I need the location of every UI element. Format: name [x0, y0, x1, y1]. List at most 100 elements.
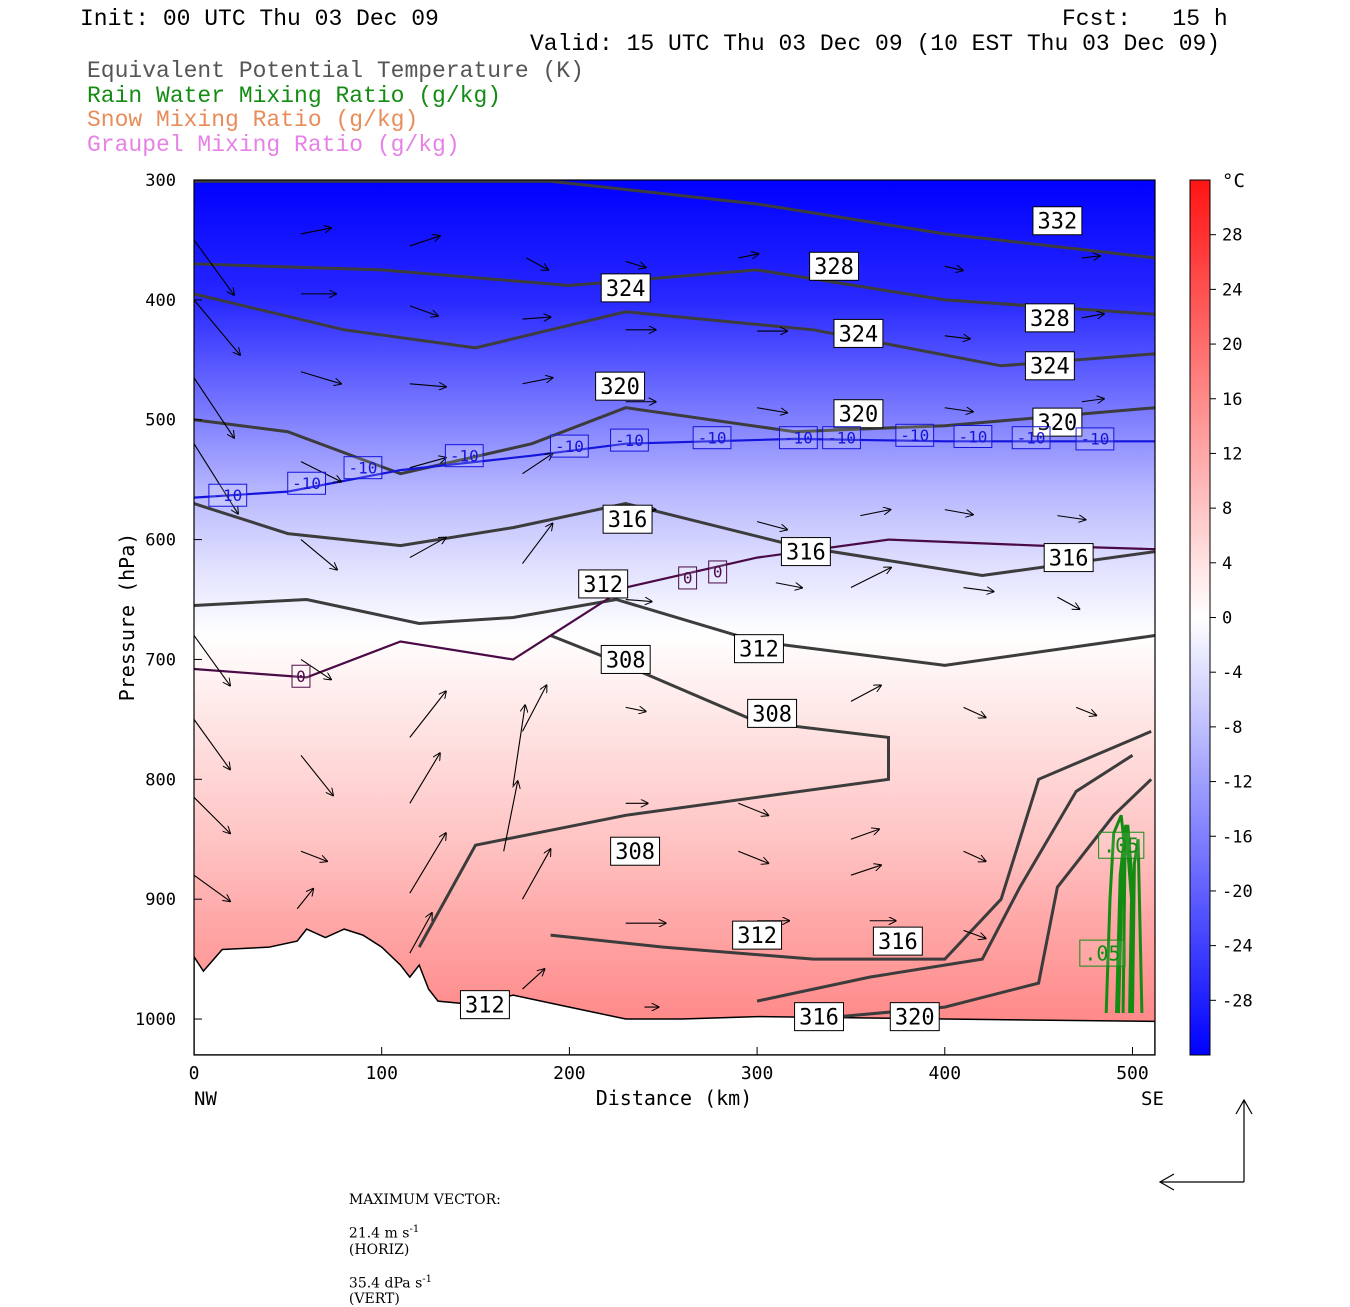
- theta-e-label: 320: [1038, 411, 1078, 436]
- y-tick-label: 400: [145, 291, 176, 311]
- theta-e-contour-308: [417, 634, 890, 948]
- wind-vector: [300, 850, 327, 861]
- theta-e-label: 312: [739, 638, 779, 663]
- wind-vector: [738, 850, 768, 863]
- x-tick-label: 300: [741, 1063, 774, 1084]
- isotherm-label: -10: [615, 431, 644, 450]
- y-tick-label: 800: [145, 770, 176, 790]
- theta-e-label-box: [734, 634, 784, 664]
- wind-vector: [512, 705, 525, 786]
- isotherm-label: 0: [713, 563, 723, 582]
- wind-vector: [300, 658, 331, 679]
- cross-section-chart: 332 328 328 324 324 324 320 320 320 316 316 316 312 3…: [115, 170, 1253, 1191]
- colorbar-tick-label: 28: [1222, 226, 1242, 246]
- wind-vector: [194, 299, 240, 355]
- theta-e-contour-312: [194, 597, 1155, 667]
- wind-vector: [850, 568, 891, 589]
- wind-vector: [525, 257, 548, 270]
- theta-e-label: 320: [839, 403, 879, 428]
- contour-labels: 332 328 328 324 324 324 320 320 320 316 316 316 312 3…: [208, 206, 1145, 1032]
- colorbar-tick-label: -16: [1222, 827, 1253, 847]
- theta-e-label: 324: [1030, 355, 1070, 380]
- wind-vector: [522, 524, 552, 564]
- wind-vector: [194, 443, 238, 514]
- wind-vector: [756, 407, 787, 413]
- colorbar-ticks: 28 24 20 16 12 8 4 0 -4 -8 -12 -16 -20 -24 -28: [1210, 226, 1253, 1011]
- theta-e-label: 312: [465, 994, 505, 1019]
- x-end-label-right: SE: [1141, 1088, 1164, 1110]
- theta-e-label-box: [595, 371, 646, 401]
- theta-e-label-box: [833, 318, 884, 348]
- theta-e-label: 308: [606, 648, 646, 673]
- rain-water-contours: [1104, 814, 1144, 1014]
- wind-vector: [625, 600, 652, 602]
- legend-title-rain: Rain Water Mixing Ratio (g/kg): [87, 83, 502, 109]
- max-vector-vert-exp: -1: [422, 1273, 433, 1285]
- wind-vector: [522, 378, 552, 385]
- wind-vector: [756, 521, 787, 530]
- isotherm-label-box: [895, 423, 935, 447]
- wind-vector: [738, 802, 768, 815]
- theta-e-label-box: [578, 569, 629, 599]
- colorbar-tick-label: -20: [1222, 882, 1253, 902]
- colorbar-tick-label: 12: [1222, 444, 1242, 464]
- wind-vector: [850, 829, 879, 840]
- theta-e-label-box: [872, 926, 923, 956]
- init-time: Init: 00 UTC Thu 03 Dec 09: [80, 6, 439, 32]
- theta-e-label-box: [600, 644, 651, 674]
- theta-e-contour-312: [550, 730, 1152, 961]
- theta-e-contour-332: [194, 180, 1155, 260]
- max-vector-label: MAXIMUM VECTOR:: [348, 1192, 501, 1208]
- theta-e-label-box: [833, 399, 884, 429]
- isotherm-label-box: [822, 426, 861, 450]
- isotherm-label: 0: [683, 569, 693, 588]
- wind-vector: [409, 384, 446, 387]
- wind-vector: [944, 408, 973, 412]
- wind-vector: [409, 538, 446, 559]
- wind-vector: [409, 753, 440, 804]
- wind-vector: [850, 865, 881, 876]
- isotherm-label: 0: [296, 667, 306, 686]
- wind-vector: [1081, 399, 1104, 402]
- x-tick-label: 0: [189, 1063, 200, 1084]
- wind-vector: [409, 236, 440, 247]
- y-tick-label: 1000: [135, 1010, 176, 1030]
- wind-vector: [300, 461, 341, 482]
- theta-e-label: 316: [878, 930, 918, 955]
- colorbar-tick-label: -28: [1222, 991, 1253, 1011]
- isotherm-label-box: [953, 425, 993, 449]
- wind-vector: [963, 929, 986, 938]
- theta-e-label-box: [1032, 407, 1083, 437]
- wind-vector: [522, 317, 550, 319]
- theta-e-contour-320: [194, 406, 1155, 476]
- isotherm-label-box: [291, 664, 311, 688]
- y-tick-label: 700: [145, 650, 176, 670]
- wind-vector: [625, 260, 646, 268]
- wind-vector: [625, 707, 646, 711]
- theta-e-contour-324: [194, 292, 1155, 368]
- colorbar-tick-label: 24: [1222, 280, 1242, 300]
- wind-vector: [194, 719, 230, 769]
- theta-e-label-box: [809, 251, 860, 281]
- theta-e-label-box: [780, 537, 831, 567]
- legend-title-snow: Snow Mixing Ratio (g/kg): [87, 107, 419, 133]
- theta-e-label: 316: [1049, 546, 1089, 571]
- theta-e-label: 328: [1030, 307, 1070, 332]
- theta-e-label: 316: [799, 1006, 839, 1031]
- colorbar: [1189, 179, 1211, 1056]
- wind-vector: [409, 305, 438, 316]
- isotherm-label: -10: [450, 446, 479, 465]
- wind-vector: [1081, 314, 1104, 318]
- theta-e-label-box: [747, 698, 798, 728]
- x-tick-label: 500: [1116, 1063, 1149, 1084]
- isotherm-label-box: [550, 434, 589, 458]
- theta-e-label-box: [600, 273, 651, 303]
- wind-vector: [1075, 706, 1096, 715]
- y-tick-label: 300: [145, 171, 176, 191]
- isotherm-label: -10: [698, 428, 727, 447]
- isotherm-label-box: [1011, 426, 1051, 450]
- wind-vector: [521, 685, 546, 732]
- theta-e-label: 312: [737, 924, 777, 949]
- plot-area: 332 328 328 324 324 324 320 320 320 316 316 316 312 3…: [194, 180, 1155, 1055]
- isotherm--10: [194, 437, 1155, 499]
